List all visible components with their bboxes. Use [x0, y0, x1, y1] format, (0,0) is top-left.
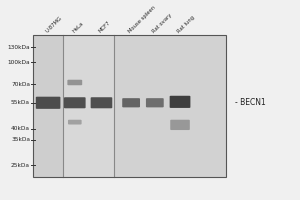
Text: Rat lung: Rat lung: [176, 14, 196, 34]
Bar: [33, 35, 63, 177]
FancyBboxPatch shape: [170, 120, 190, 130]
Text: 130kDa: 130kDa: [8, 45, 30, 50]
Text: 55kDa: 55kDa: [11, 100, 30, 105]
Bar: [63, 35, 114, 177]
Text: - BECN1: - BECN1: [235, 98, 266, 107]
FancyBboxPatch shape: [68, 80, 82, 85]
Text: MCF7: MCF7: [98, 20, 112, 34]
FancyBboxPatch shape: [122, 98, 140, 107]
Text: 70kDa: 70kDa: [11, 82, 30, 87]
Text: Rat ovary: Rat ovary: [151, 12, 173, 34]
FancyBboxPatch shape: [36, 97, 60, 109]
Text: U-87MG: U-87MG: [45, 15, 63, 34]
FancyBboxPatch shape: [68, 120, 82, 125]
Text: 100kDa: 100kDa: [8, 60, 30, 65]
Bar: [114, 35, 226, 177]
Text: 35kDa: 35kDa: [11, 137, 30, 142]
Text: 40kDa: 40kDa: [11, 126, 30, 131]
FancyBboxPatch shape: [170, 96, 190, 108]
Text: Mouse spleen: Mouse spleen: [128, 5, 157, 34]
FancyBboxPatch shape: [91, 97, 112, 108]
FancyBboxPatch shape: [64, 97, 86, 108]
Text: 25kDa: 25kDa: [11, 163, 30, 168]
Bar: [33, 35, 226, 177]
Text: HeLa: HeLa: [71, 21, 84, 34]
FancyBboxPatch shape: [146, 98, 164, 107]
